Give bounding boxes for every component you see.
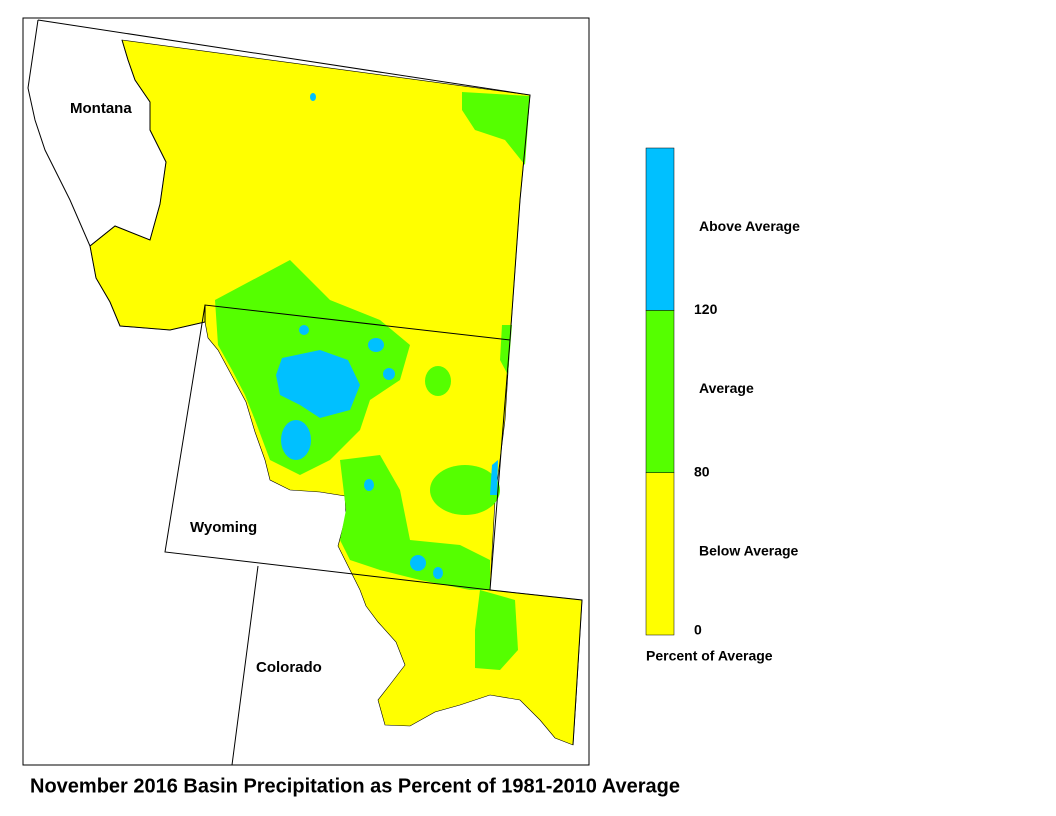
state-label: Montana: [70, 100, 132, 117]
blue-area: [433, 567, 443, 579]
green-area: [425, 366, 451, 396]
legend-band: [645, 472, 675, 636]
state-label: Wyoming: [190, 519, 257, 536]
legend-class-label: Below Average: [699, 543, 799, 559]
legend-class-label: Average: [699, 380, 754, 396]
blue-area: [410, 555, 426, 571]
blue-area: [383, 368, 395, 380]
blue-area: [281, 420, 311, 460]
legend: Below Average Average Above Average 0 80 120: [645, 147, 800, 638]
colorado-outline: [231, 565, 583, 766]
legend-tick-label: 0: [694, 622, 702, 638]
green-area: [500, 325, 512, 375]
legend-title: Percent of Average: [646, 648, 773, 664]
blue-area: [364, 479, 374, 491]
blue-area: [299, 325, 309, 335]
green-area: [430, 465, 500, 515]
blue-area: [276, 350, 360, 418]
average-areas: [215, 92, 530, 670]
montana-outline: [27, 19, 531, 341]
green-area: [462, 92, 530, 165]
legend-tick-label: 80: [694, 463, 710, 479]
blue-area: [368, 338, 384, 352]
legend-band: [645, 310, 675, 473]
green-area: [475, 590, 518, 670]
legend-band: [645, 147, 675, 311]
above-areas: [276, 93, 498, 579]
green-area: [340, 455, 490, 590]
map: [27, 19, 583, 766]
legend-tick-label: 120: [694, 301, 718, 317]
wyoming-outline: [164, 304, 511, 591]
blue-area: [490, 460, 498, 495]
map-title: November 2016 Basin Precipitation as Per…: [30, 775, 680, 797]
blue-area: [310, 93, 316, 101]
legend-class-label: Above Average: [699, 218, 800, 234]
state-label: Colorado: [256, 659, 322, 676]
